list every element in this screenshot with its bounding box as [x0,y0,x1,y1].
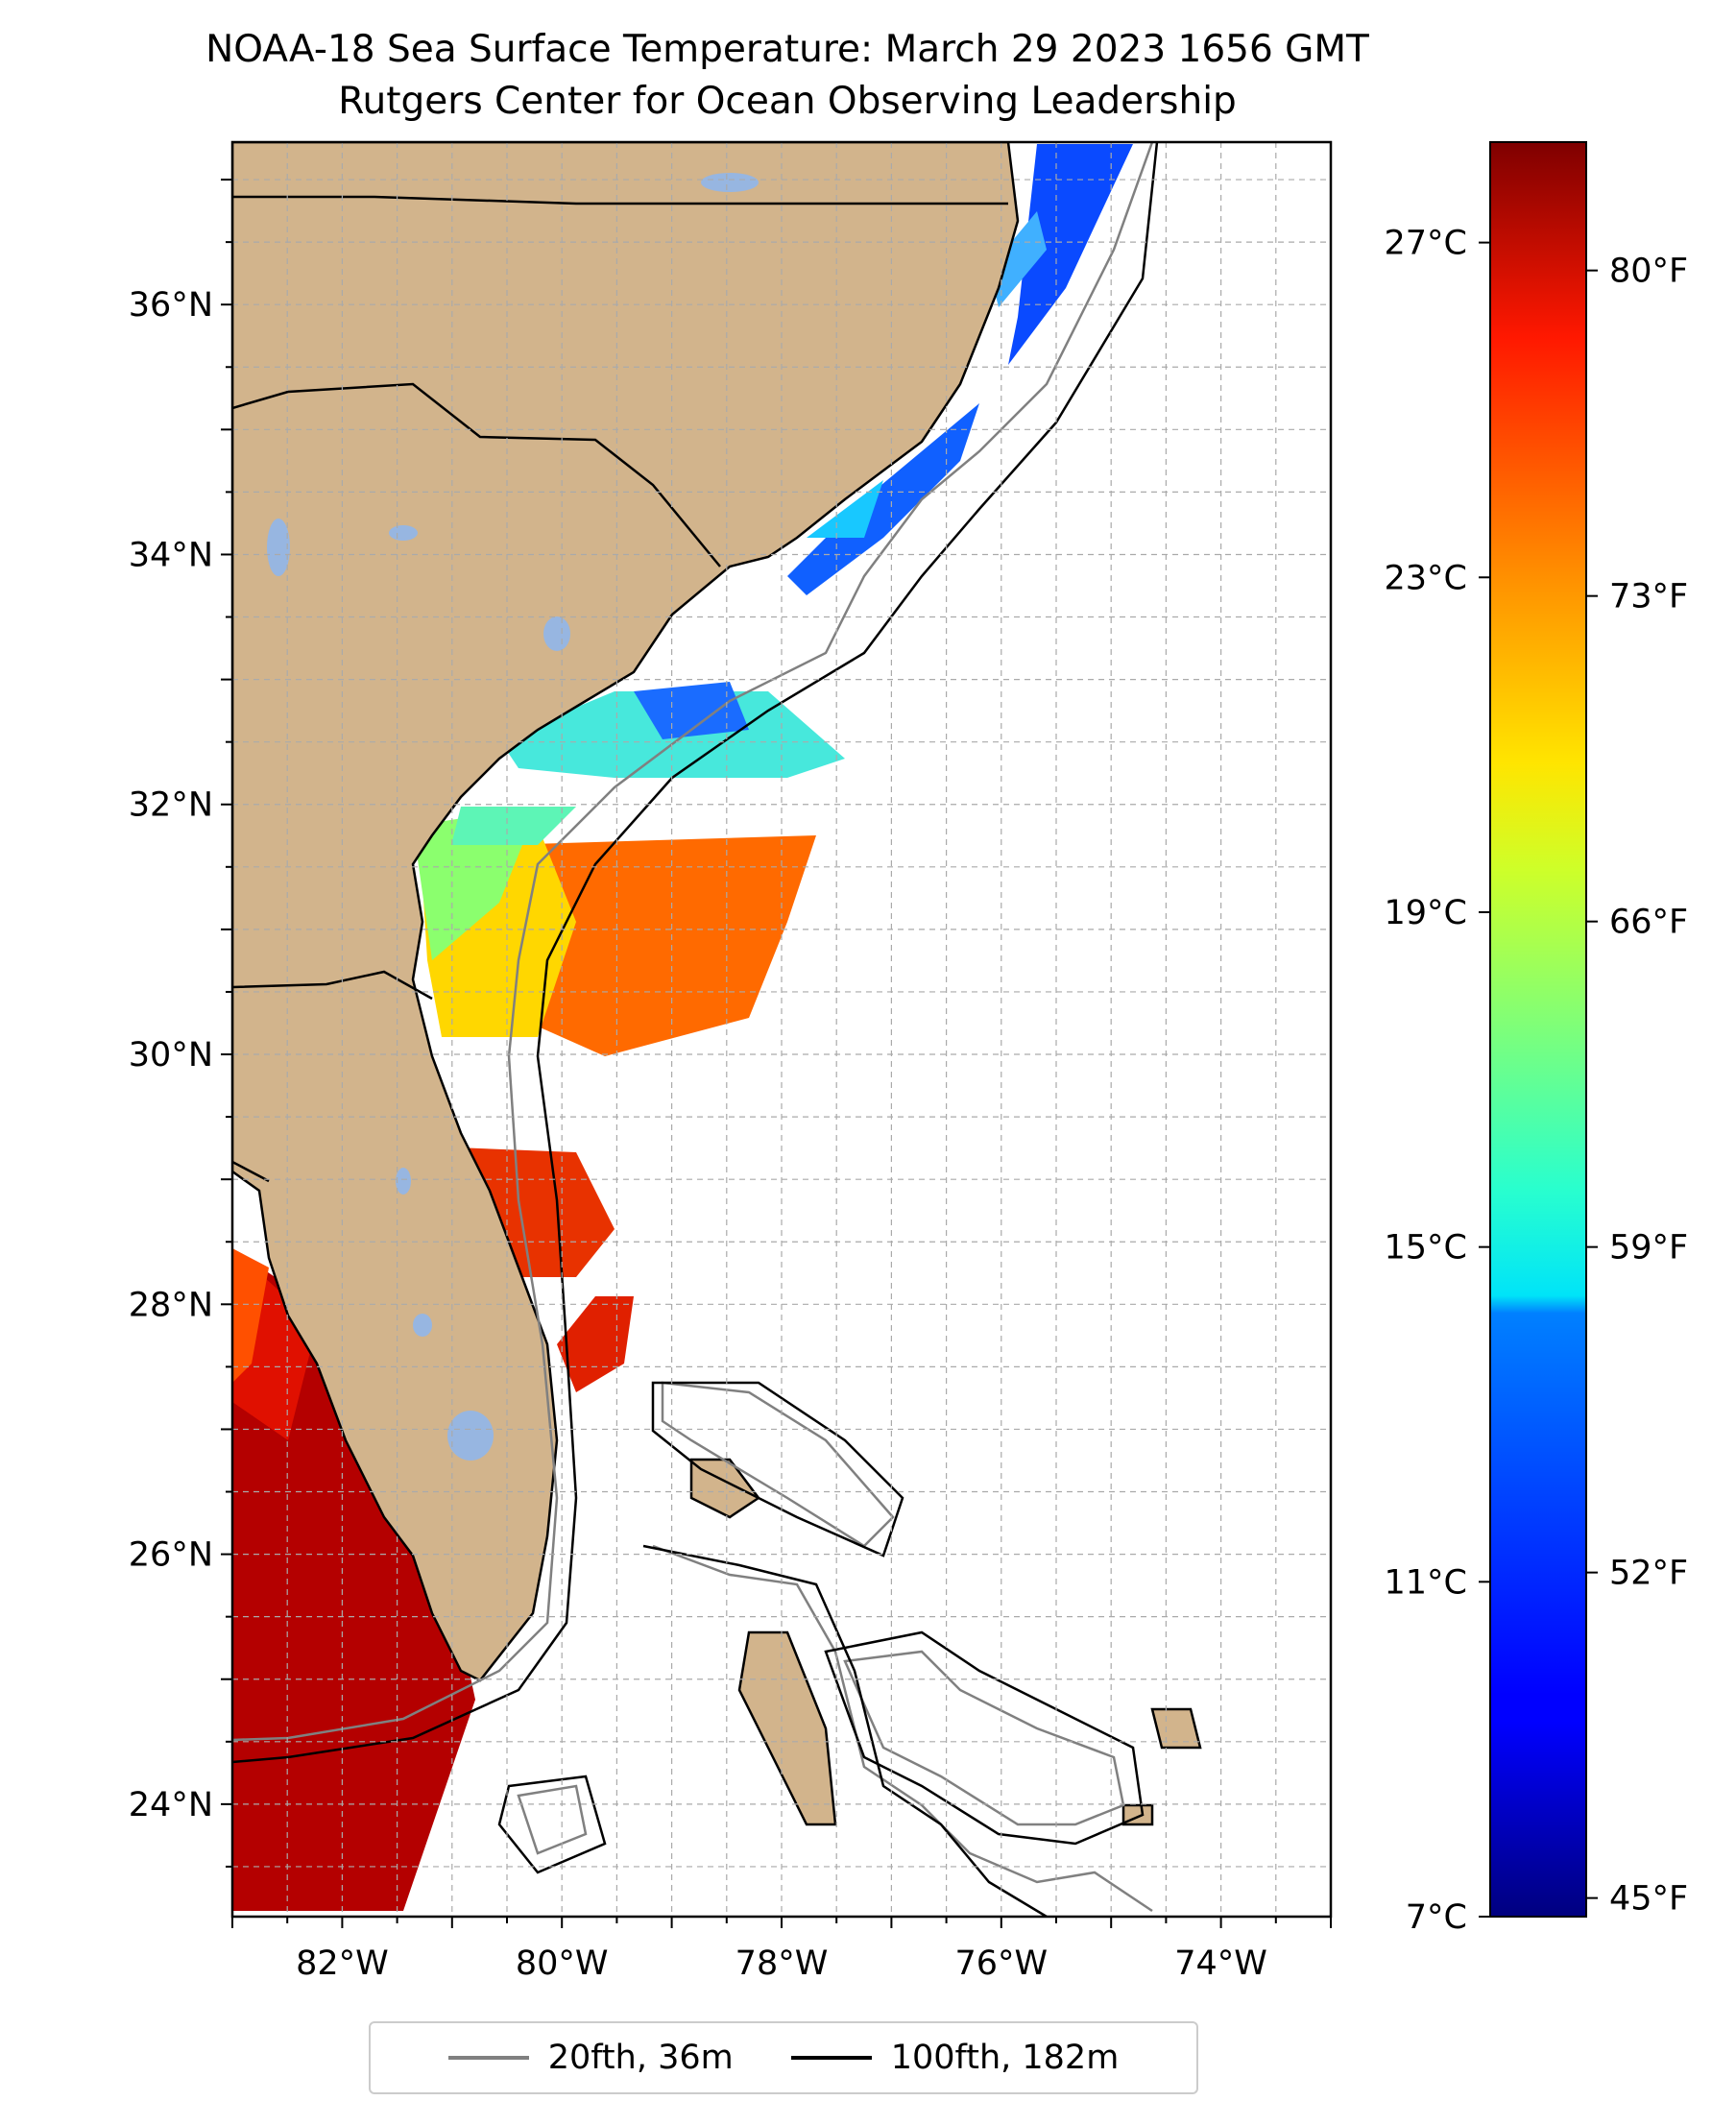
lon-tick-label: 76°W [954,1944,1048,1983]
fahrenheit-tick-label: 66°F [1609,904,1688,942]
colorbar [1490,142,1586,1917]
lat-tick-label: 24°N [129,1786,213,1824]
legend-swatch-20fth [448,2056,529,2060]
celsius-tick-label: 15°C [1385,1229,1467,1268]
fahrenheit-tick-label: 73°F [1609,578,1688,616]
lon-tick-label: 82°W [296,1944,389,1983]
celsius-tick-label: 7°C [1406,1898,1467,1937]
lat-tick-label: 30°N [129,1036,213,1075]
lat-tick-label: 34°N [129,536,213,574]
celsius-tick-label: 27°C [1385,225,1467,263]
legend-item-20fth: 20fth, 36m [448,2039,734,2077]
legend-label-100fth: 100fth, 182m [891,2039,1120,2077]
fahrenheit-tick-label: 45°F [1609,1880,1688,1919]
lon-tick-label: 74°W [1174,1944,1267,1983]
lon-tick-label: 80°W [516,1944,609,1983]
fahrenheit-tick-label: 59°F [1609,1229,1688,1268]
lake-okeechobee [447,1411,494,1461]
sst-map: 82°W 80°W 78°W 76°W 74°W 24°N 26°N 28°N 30°N 32°N… [0,0,1736,2016]
fahrenheit-tick-label: 80°F [1609,253,1688,291]
celsius-tick-label: 23°C [1385,559,1467,597]
fahrenheit-tick-label: 52°F [1609,1555,1688,1593]
lat-tick-label: 28°N [129,1286,213,1324]
lon-tick-label: 78°W [735,1944,829,1983]
lat-tick-label: 26°N [129,1536,213,1575]
legend-item-100fth: 100fth, 182m [791,2039,1120,2077]
legend-label-20fth: 20fth, 36m [548,2039,734,2077]
lat-tick-label: 36°N [129,286,213,325]
celsius-tick-label: 19°C [1385,894,1467,932]
legend-swatch-100fth [791,2056,872,2060]
lat-tick-label: 32°N [129,786,213,825]
contour-legend: 20fth, 36m 100fth, 182m [369,2021,1198,2094]
celsius-tick-label: 11°C [1385,1563,1467,1602]
